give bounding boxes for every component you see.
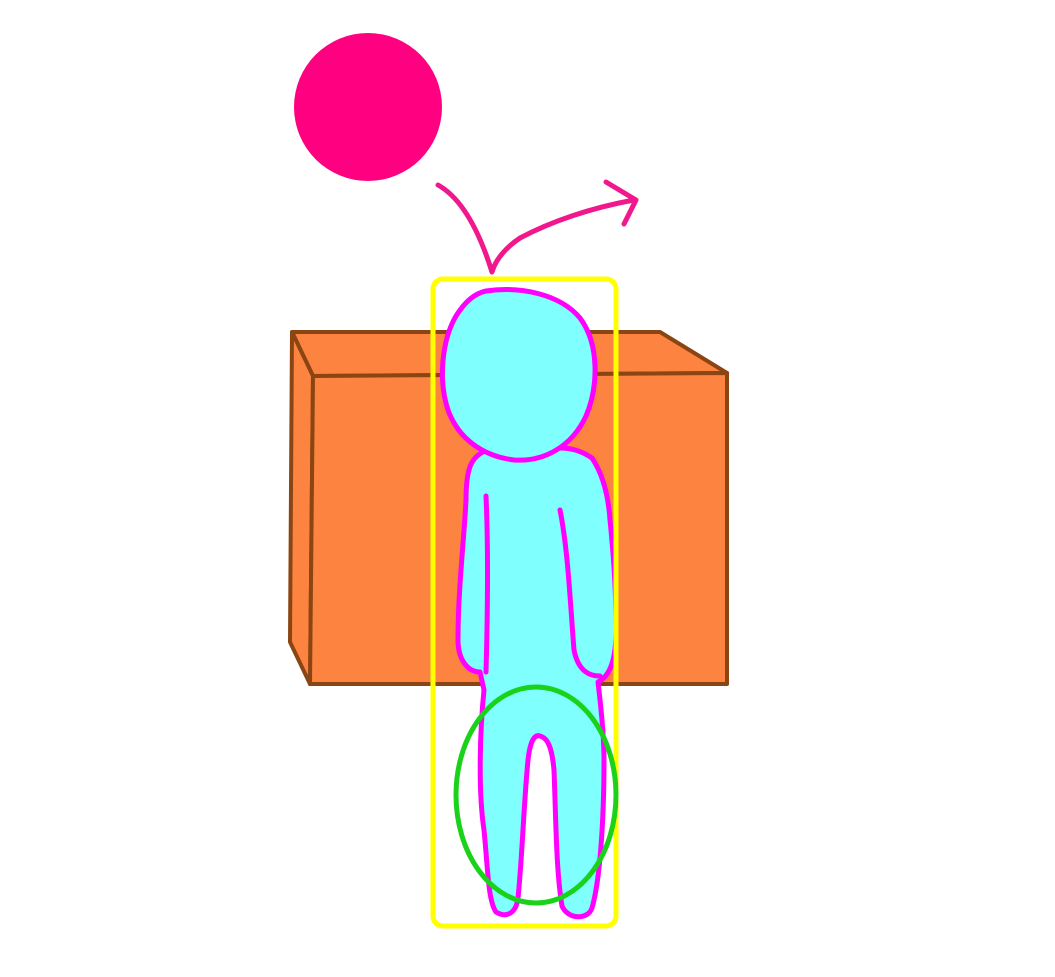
figure-body bbox=[455, 445, 619, 920]
figure-right-arm-line bbox=[557, 507, 603, 679]
arrow-shaft bbox=[435, 182, 637, 275]
arrow-head bbox=[603, 179, 639, 227]
green-highlight-circle bbox=[453, 684, 619, 906]
pink-ball bbox=[294, 33, 442, 181]
yellow-bounding-box bbox=[430, 276, 619, 929]
figure-left-arm-line bbox=[483, 493, 490, 675]
figure-head bbox=[439, 287, 598, 463]
cyan-figure bbox=[439, 287, 619, 920]
curved-arrow bbox=[435, 179, 639, 275]
